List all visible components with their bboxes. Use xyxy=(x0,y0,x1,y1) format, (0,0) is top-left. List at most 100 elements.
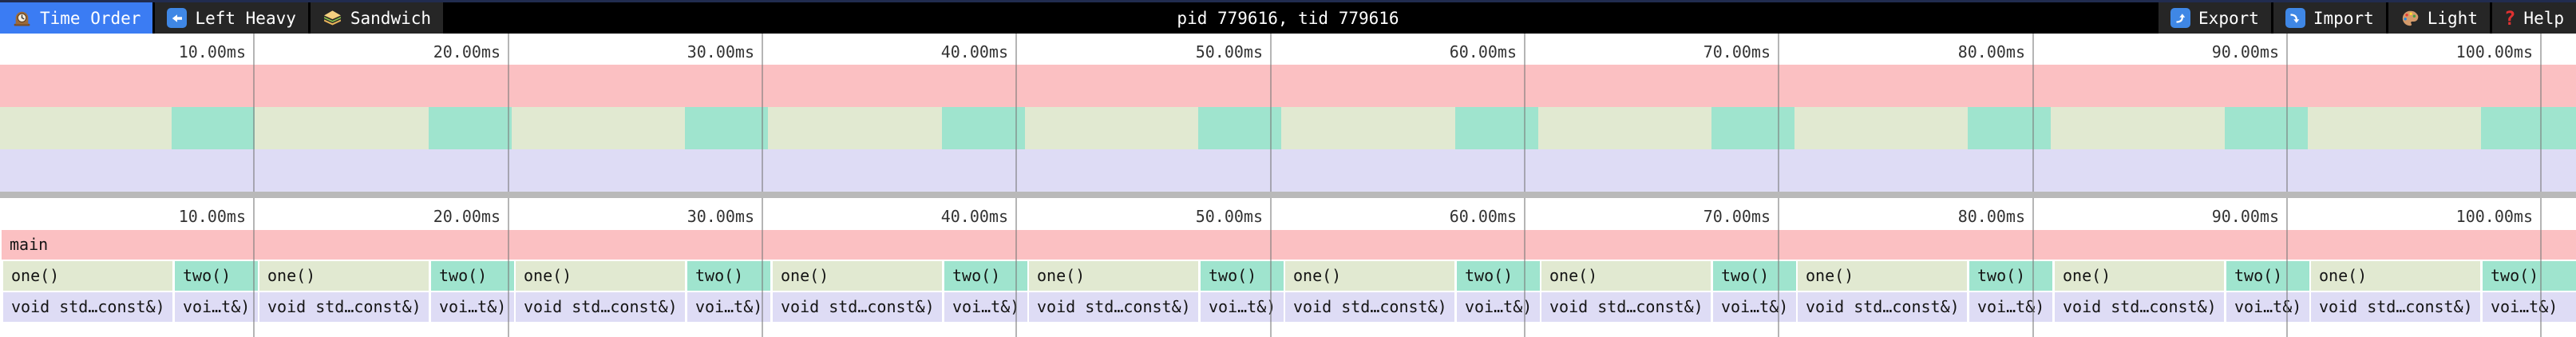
flame-cell[interactable]: void std…const&) xyxy=(3,292,172,322)
flame-row-depth2: void std…const&) voi…t&) void std…const&) v… xyxy=(0,292,2576,322)
minimap-block xyxy=(2225,107,2308,149)
flame-cell[interactable]: two() xyxy=(175,261,258,291)
flame-cell[interactable]: voi…t&) xyxy=(687,292,770,322)
axis-tick-label: 40.00ms xyxy=(940,42,1008,61)
flame-cell[interactable]: void std…const&) xyxy=(516,292,685,322)
flame-cell[interactable]: void std…const&) xyxy=(1798,292,1967,322)
button-label: Help xyxy=(2523,8,2564,28)
flame-cell[interactable]: voi…t&) xyxy=(431,292,514,322)
axis-tick-label: 90.00ms xyxy=(2211,207,2279,226)
flame-cell[interactable]: two() xyxy=(1713,261,1796,291)
import-button[interactable]: Import xyxy=(2273,2,2386,34)
button-label: Export xyxy=(2198,8,2259,28)
flame-cell[interactable]: voi…t&) xyxy=(1201,292,1284,322)
clock-icon xyxy=(12,8,32,28)
import-icon xyxy=(2285,8,2305,28)
minimap-band-depth1 xyxy=(0,107,2576,149)
left-arrow-icon xyxy=(167,8,188,28)
help-button[interactable]: ? Help xyxy=(2491,2,2576,34)
axis-tick-label: 90.00ms xyxy=(2211,42,2279,61)
flame-cell[interactable]: void std…const&) xyxy=(1285,292,1454,322)
flame-cell[interactable]: void std…const&) xyxy=(773,292,942,322)
flame-cell[interactable]: void std…const&) xyxy=(2055,292,2224,322)
flame-cell[interactable]: one() xyxy=(1541,261,1711,291)
flame-cell[interactable]: void std…const&) xyxy=(1029,292,1198,322)
flamechart-axis: 10.00ms 20.00ms 30.00ms 40.00ms 50.00ms 60.00… xyxy=(0,198,2576,230)
minimap-block xyxy=(1711,107,1794,149)
help-icon: ? xyxy=(2503,6,2516,30)
axis-tick-label: 100.00ms xyxy=(2455,42,2533,61)
flame-cell[interactable]: void std…const&) xyxy=(2311,292,2480,322)
flame-cell[interactable]: one() xyxy=(1285,261,1454,291)
flame-cell[interactable]: voi…t&) xyxy=(2483,292,2576,322)
sandwich-icon xyxy=(322,8,342,28)
export-button[interactable]: Export xyxy=(2159,2,2271,34)
button-label: Import xyxy=(2313,8,2374,28)
axis-tick-label: 80.00ms xyxy=(1957,207,2025,226)
minimap-block xyxy=(1455,107,1538,149)
flame-cell[interactable]: two() xyxy=(1201,261,1284,291)
flame-cell[interactable]: one() xyxy=(1029,261,1198,291)
minimap-block xyxy=(685,107,768,149)
flame-cell[interactable]: two() xyxy=(431,261,514,291)
axis-tick-label: 70.00ms xyxy=(1703,42,1771,61)
axis-tick-label: 20.00ms xyxy=(433,42,501,61)
minimap-block xyxy=(172,107,255,149)
axis-tick-label: 10.00ms xyxy=(178,207,246,226)
flame-cell[interactable]: voi…t&) xyxy=(1969,292,2052,322)
tab-label: Left Heavy xyxy=(195,8,296,28)
view-tabs: Time Order Left Heavy xyxy=(0,2,445,34)
axis-tick-label: 40.00ms xyxy=(940,207,1008,226)
axis-tick-label: 50.00ms xyxy=(1195,207,1263,226)
palette-icon xyxy=(2400,9,2420,28)
tab-time-order[interactable]: Time Order xyxy=(0,2,153,34)
axis-tick-label: 20.00ms xyxy=(433,207,501,226)
flame-cell[interactable]: one() xyxy=(516,261,685,291)
flame-cell[interactable]: one() xyxy=(1798,261,1967,291)
minimap-band-main xyxy=(0,65,2576,107)
minimap-block xyxy=(942,107,1025,149)
flame-cell[interactable]: one() xyxy=(2311,261,2480,291)
flame-cell[interactable]: voi…t&) xyxy=(944,292,1027,322)
flame-cell[interactable]: one() xyxy=(3,261,172,291)
axis-tick-label: 10.00ms xyxy=(178,42,246,61)
tab-label: Time Order xyxy=(40,8,141,28)
axis-tick-label: 100.00ms xyxy=(2455,207,2533,226)
tab-label: Sandwich xyxy=(350,8,432,28)
flame-row-main: main xyxy=(0,230,2576,260)
minimap-block xyxy=(2481,107,2576,149)
minimap-block xyxy=(429,107,512,149)
flame-cell[interactable]: two() xyxy=(944,261,1027,291)
flame-cell[interactable]: two() xyxy=(2483,261,2576,291)
flame-cell[interactable]: voi…t&) xyxy=(2226,292,2309,322)
axis-tick-label: 30.00ms xyxy=(687,42,754,61)
flame-cell[interactable]: two() xyxy=(1969,261,2052,291)
flame-cell[interactable]: void std…const&) xyxy=(259,292,429,322)
axis-tick-label: 60.00ms xyxy=(1449,207,1517,226)
minimap-block xyxy=(1198,107,1281,149)
resize-divider[interactable] xyxy=(0,192,2576,198)
flame-cell[interactable]: main xyxy=(2,230,2576,260)
axis-tick-label: 50.00ms xyxy=(1195,42,1263,61)
minimap-axis: 10.00ms 20.00ms 30.00ms 40.00ms 50.00ms 60.00… xyxy=(0,34,2576,65)
flame-cell[interactable]: void std…const&) xyxy=(1541,292,1711,322)
flame-cell[interactable]: two() xyxy=(2226,261,2309,291)
flame-cell[interactable]: one() xyxy=(2055,261,2224,291)
flame-cell[interactable]: one() xyxy=(259,261,429,291)
flame-cell[interactable]: voi…t&) xyxy=(1457,292,1540,322)
flame-cell[interactable]: one() xyxy=(773,261,942,291)
flame-row-depth1: one() two() one() two() one() two() one() two()… xyxy=(0,261,2576,291)
theme-toggle-button[interactable]: Light xyxy=(2388,2,2490,34)
button-label: Light xyxy=(2427,8,2478,28)
flame-cell[interactable]: voi…t&) xyxy=(1713,292,1796,322)
flame-cell[interactable]: two() xyxy=(687,261,770,291)
flame-cell[interactable]: two() xyxy=(1457,261,1540,291)
minimap[interactable]: 10.00ms 20.00ms 30.00ms 40.00ms 50.00ms 60.00… xyxy=(0,34,2576,192)
toolbar: Time Order Left Heavy xyxy=(0,2,2576,34)
minimap-band-depth2 xyxy=(0,149,2576,192)
tab-left-heavy[interactable]: Left Heavy xyxy=(155,2,308,34)
tab-sandwich[interactable]: Sandwich xyxy=(310,2,444,34)
axis-tick-label: 70.00ms xyxy=(1703,207,1771,226)
flame-cell[interactable]: voi…t&) xyxy=(175,292,258,322)
minimap-block xyxy=(0,149,2576,192)
